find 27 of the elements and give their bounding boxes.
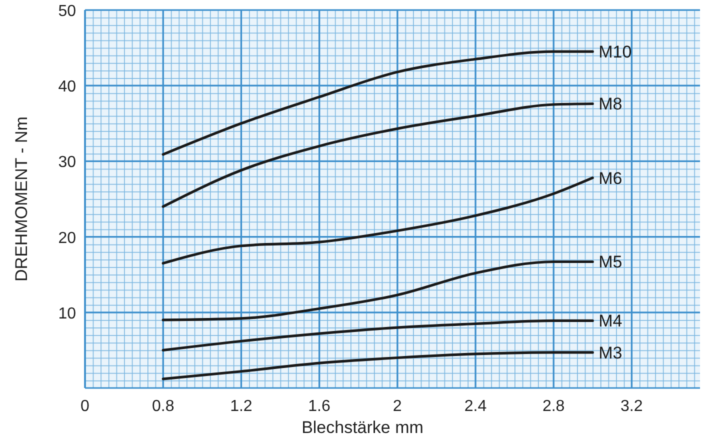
x-tick-label: 1.2 xyxy=(230,398,252,415)
y-axis-title: DREHMOMENT - Nm xyxy=(12,116,31,282)
line-series xyxy=(162,260,594,322)
y-tick-label: 10 xyxy=(58,305,76,322)
line-series xyxy=(162,319,594,352)
line-series xyxy=(162,50,594,156)
y-tick-label: 40 xyxy=(58,78,76,96)
x-axis-title: Blechstärke mm xyxy=(302,418,424,437)
y-tick-label: 20 xyxy=(58,230,76,247)
x-tick-label: 2.8 xyxy=(542,398,565,415)
series-label: M10 xyxy=(598,42,632,62)
series-label: M6 xyxy=(598,168,622,188)
series-label: M3 xyxy=(598,343,622,362)
series-label: M4 xyxy=(598,312,622,331)
line-series xyxy=(162,102,594,208)
x-tick-label: 0 xyxy=(80,398,90,415)
y-tick-label: 50 xyxy=(58,3,76,20)
y-tick-label: 30 xyxy=(58,154,76,172)
series-label: M5 xyxy=(598,252,622,272)
x-tick-label: 0.8 xyxy=(152,398,174,415)
x-tick-label: 1.6 xyxy=(308,398,331,415)
line-series xyxy=(162,176,594,265)
x-tick-label: 2 xyxy=(392,398,402,415)
x-tick-label: 3.2 xyxy=(620,398,643,415)
line-series xyxy=(162,351,594,380)
series-label: M8 xyxy=(598,94,622,114)
x-tick-label: 2.4 xyxy=(464,398,487,415)
